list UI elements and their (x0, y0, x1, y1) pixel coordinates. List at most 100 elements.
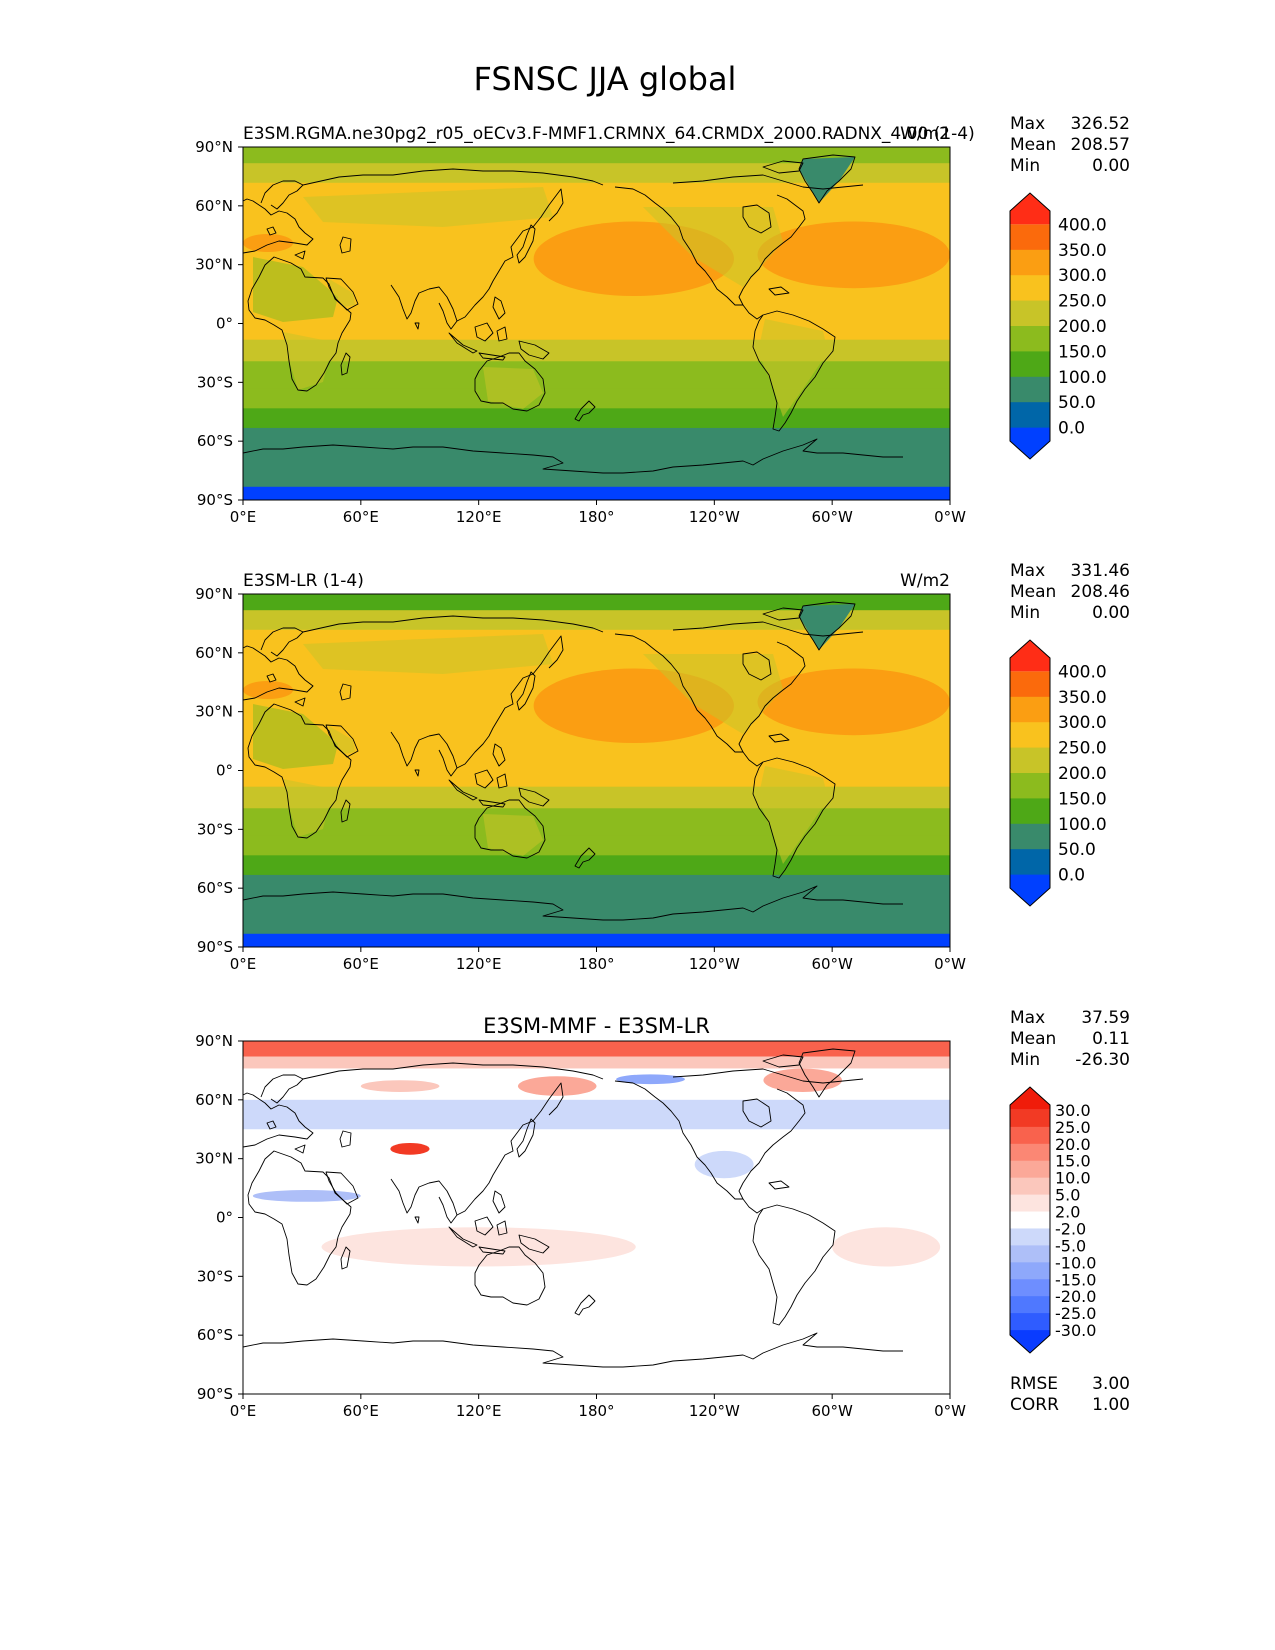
stat-label-mean: Mean (1010, 1029, 1056, 1049)
panel-reference-model: 0°E 60°E 120°E 180° 120°W 60°W 0°W 90°N 60°N 30°N… (195, 561, 1130, 973)
stat-value-mean: 0.11 (1092, 1029, 1130, 1049)
y-tick-label: 90°N (195, 138, 233, 156)
stat-label-min: Min (1010, 603, 1040, 623)
colorbar-segment (1010, 1143, 1050, 1162)
colorbar-segment (1010, 1194, 1050, 1213)
x-tick-label: 0°E (230, 955, 257, 973)
colorbar-segment (1010, 1313, 1050, 1331)
stat-value-min: 0.00 (1092, 603, 1130, 623)
colorbar-segment (1010, 402, 1050, 429)
colorbar-tick-label: 150.0 (1058, 342, 1107, 362)
y-tick-label: 60°N (195, 1091, 233, 1109)
colorbar-segment (1010, 326, 1050, 352)
colorbar-tick-label: 350.0 (1058, 241, 1107, 261)
colorbar-segment (1010, 1177, 1050, 1196)
y-tick-label: 30°S (197, 373, 233, 391)
panel-test-model: 0°E 60°E 120°E 180° 120°W 60°W 0°W 90°N 60°N 30°N… (195, 114, 1130, 526)
colorbar-tick-label: 350.0 (1058, 688, 1107, 708)
colorbar-segment (1010, 193, 1050, 225)
land-africa-south (283, 779, 333, 837)
colorbar-segment (1010, 1160, 1050, 1179)
x-tick-label: 0°W (934, 955, 966, 973)
zonal-band (243, 835, 950, 856)
zonal-band (243, 427, 950, 487)
panel-units: W/m2 (900, 571, 950, 591)
colorbar-tick-label: 15.0 (1055, 1152, 1091, 1171)
map-field (243, 1041, 950, 1394)
y-tick-label: 60°S (197, 879, 233, 897)
colorbar-tick-label: 0.0 (1058, 866, 1085, 886)
land-arabia-land (329, 726, 355, 754)
diff-feature (832, 1227, 941, 1267)
zonal-band (243, 147, 950, 164)
panel-title-left: E3SM-LR (1-4) (243, 571, 364, 591)
x-tick-label: 120°E (456, 508, 502, 526)
diff-feature (243, 1056, 950, 1069)
colorbar-segment (1010, 747, 1050, 774)
x-tick-label: 120°W (689, 508, 740, 526)
colorbar-tick-label: 300.0 (1058, 713, 1107, 733)
colorbar-tick-label: 200.0 (1058, 317, 1107, 337)
ocean-maximum (757, 221, 950, 289)
colorbar-segment (1010, 1245, 1050, 1263)
zonal-band (243, 807, 950, 836)
x-tick-label: 0°W (934, 1402, 966, 1420)
colorbar-tick-label: -5.0 (1055, 1236, 1086, 1255)
colorbar-tick-label: 400.0 (1058, 215, 1107, 235)
zonal-band (243, 407, 950, 428)
zonal-band (243, 854, 950, 875)
mediterranean-maximum (243, 681, 293, 699)
map-field (243, 594, 950, 947)
y-tick-label: 0° (216, 1209, 233, 1227)
x-tick-label: 60°W (811, 1402, 853, 1420)
colorbar-tick-label: 300.0 (1058, 266, 1107, 286)
stat-label-rmse: RMSE (1010, 1374, 1058, 1394)
colorbar-segment (1010, 224, 1050, 251)
x-tick-label: 0°W (934, 508, 966, 526)
colorbar-segment (1010, 1296, 1050, 1314)
land-australia-land (483, 814, 543, 856)
stat-value-min: -26.30 (1075, 1050, 1130, 1070)
land-north-america-land (643, 207, 783, 287)
land-australia-land (483, 367, 543, 409)
x-tick-label: 120°W (689, 955, 740, 973)
x-tick-label: 60°E (343, 508, 379, 526)
stat-label-mean: Mean (1010, 582, 1056, 602)
colorbar-segment (1010, 773, 1050, 799)
colorbar-segment (1010, 849, 1050, 876)
diff-background (243, 1041, 950, 1394)
stat-value-max: 326.52 (1071, 114, 1130, 134)
zonal-band (243, 594, 950, 611)
diff-feature (243, 1099, 950, 1130)
colorbar-segment (1010, 1330, 1050, 1353)
zonal-band (243, 786, 950, 809)
land-eurasia-north (303, 187, 553, 227)
diff-feature (252, 1190, 361, 1202)
zonal-band (243, 933, 950, 947)
x-tick-label: 180° (578, 955, 614, 973)
y-tick-label: 60°S (197, 1326, 233, 1344)
colorbar-tick-label: 0.0 (1058, 419, 1085, 439)
land-south-america-land (758, 766, 828, 864)
colorbar-tick-label: -2.0 (1055, 1219, 1086, 1238)
figure-title: FSNSC JJA global (474, 60, 737, 98)
y-tick-label: 60°N (195, 197, 233, 215)
colorbar-tick-label: -30.0 (1055, 1321, 1096, 1340)
y-tick-label: 90°N (195, 585, 233, 603)
stat-label-mean: Mean (1010, 135, 1056, 155)
colorbar-tick-label: -15.0 (1055, 1270, 1096, 1289)
colorbar-tick-label: 100.0 (1058, 815, 1107, 835)
colorbar-segment (1010, 249, 1050, 276)
panel-units: W/m2 (900, 124, 950, 144)
x-tick-label: 60°W (811, 955, 853, 973)
colorbar: 30.025.020.015.010.05.02.0-2.0-5.0-10.0-… (1009, 1086, 1096, 1354)
y-tick-label: 30°N (195, 256, 233, 274)
panel-title-center: E3SM-MMF - E3SM-LR (483, 1014, 710, 1038)
colorbar-outline (1009, 192, 1051, 460)
y-tick-label: 30°S (197, 820, 233, 838)
zonal-band (243, 360, 950, 389)
y-tick-label: 90°S (197, 1385, 233, 1403)
x-tick-label: 120°W (689, 1402, 740, 1420)
stat-label-min: Min (1010, 1050, 1040, 1070)
